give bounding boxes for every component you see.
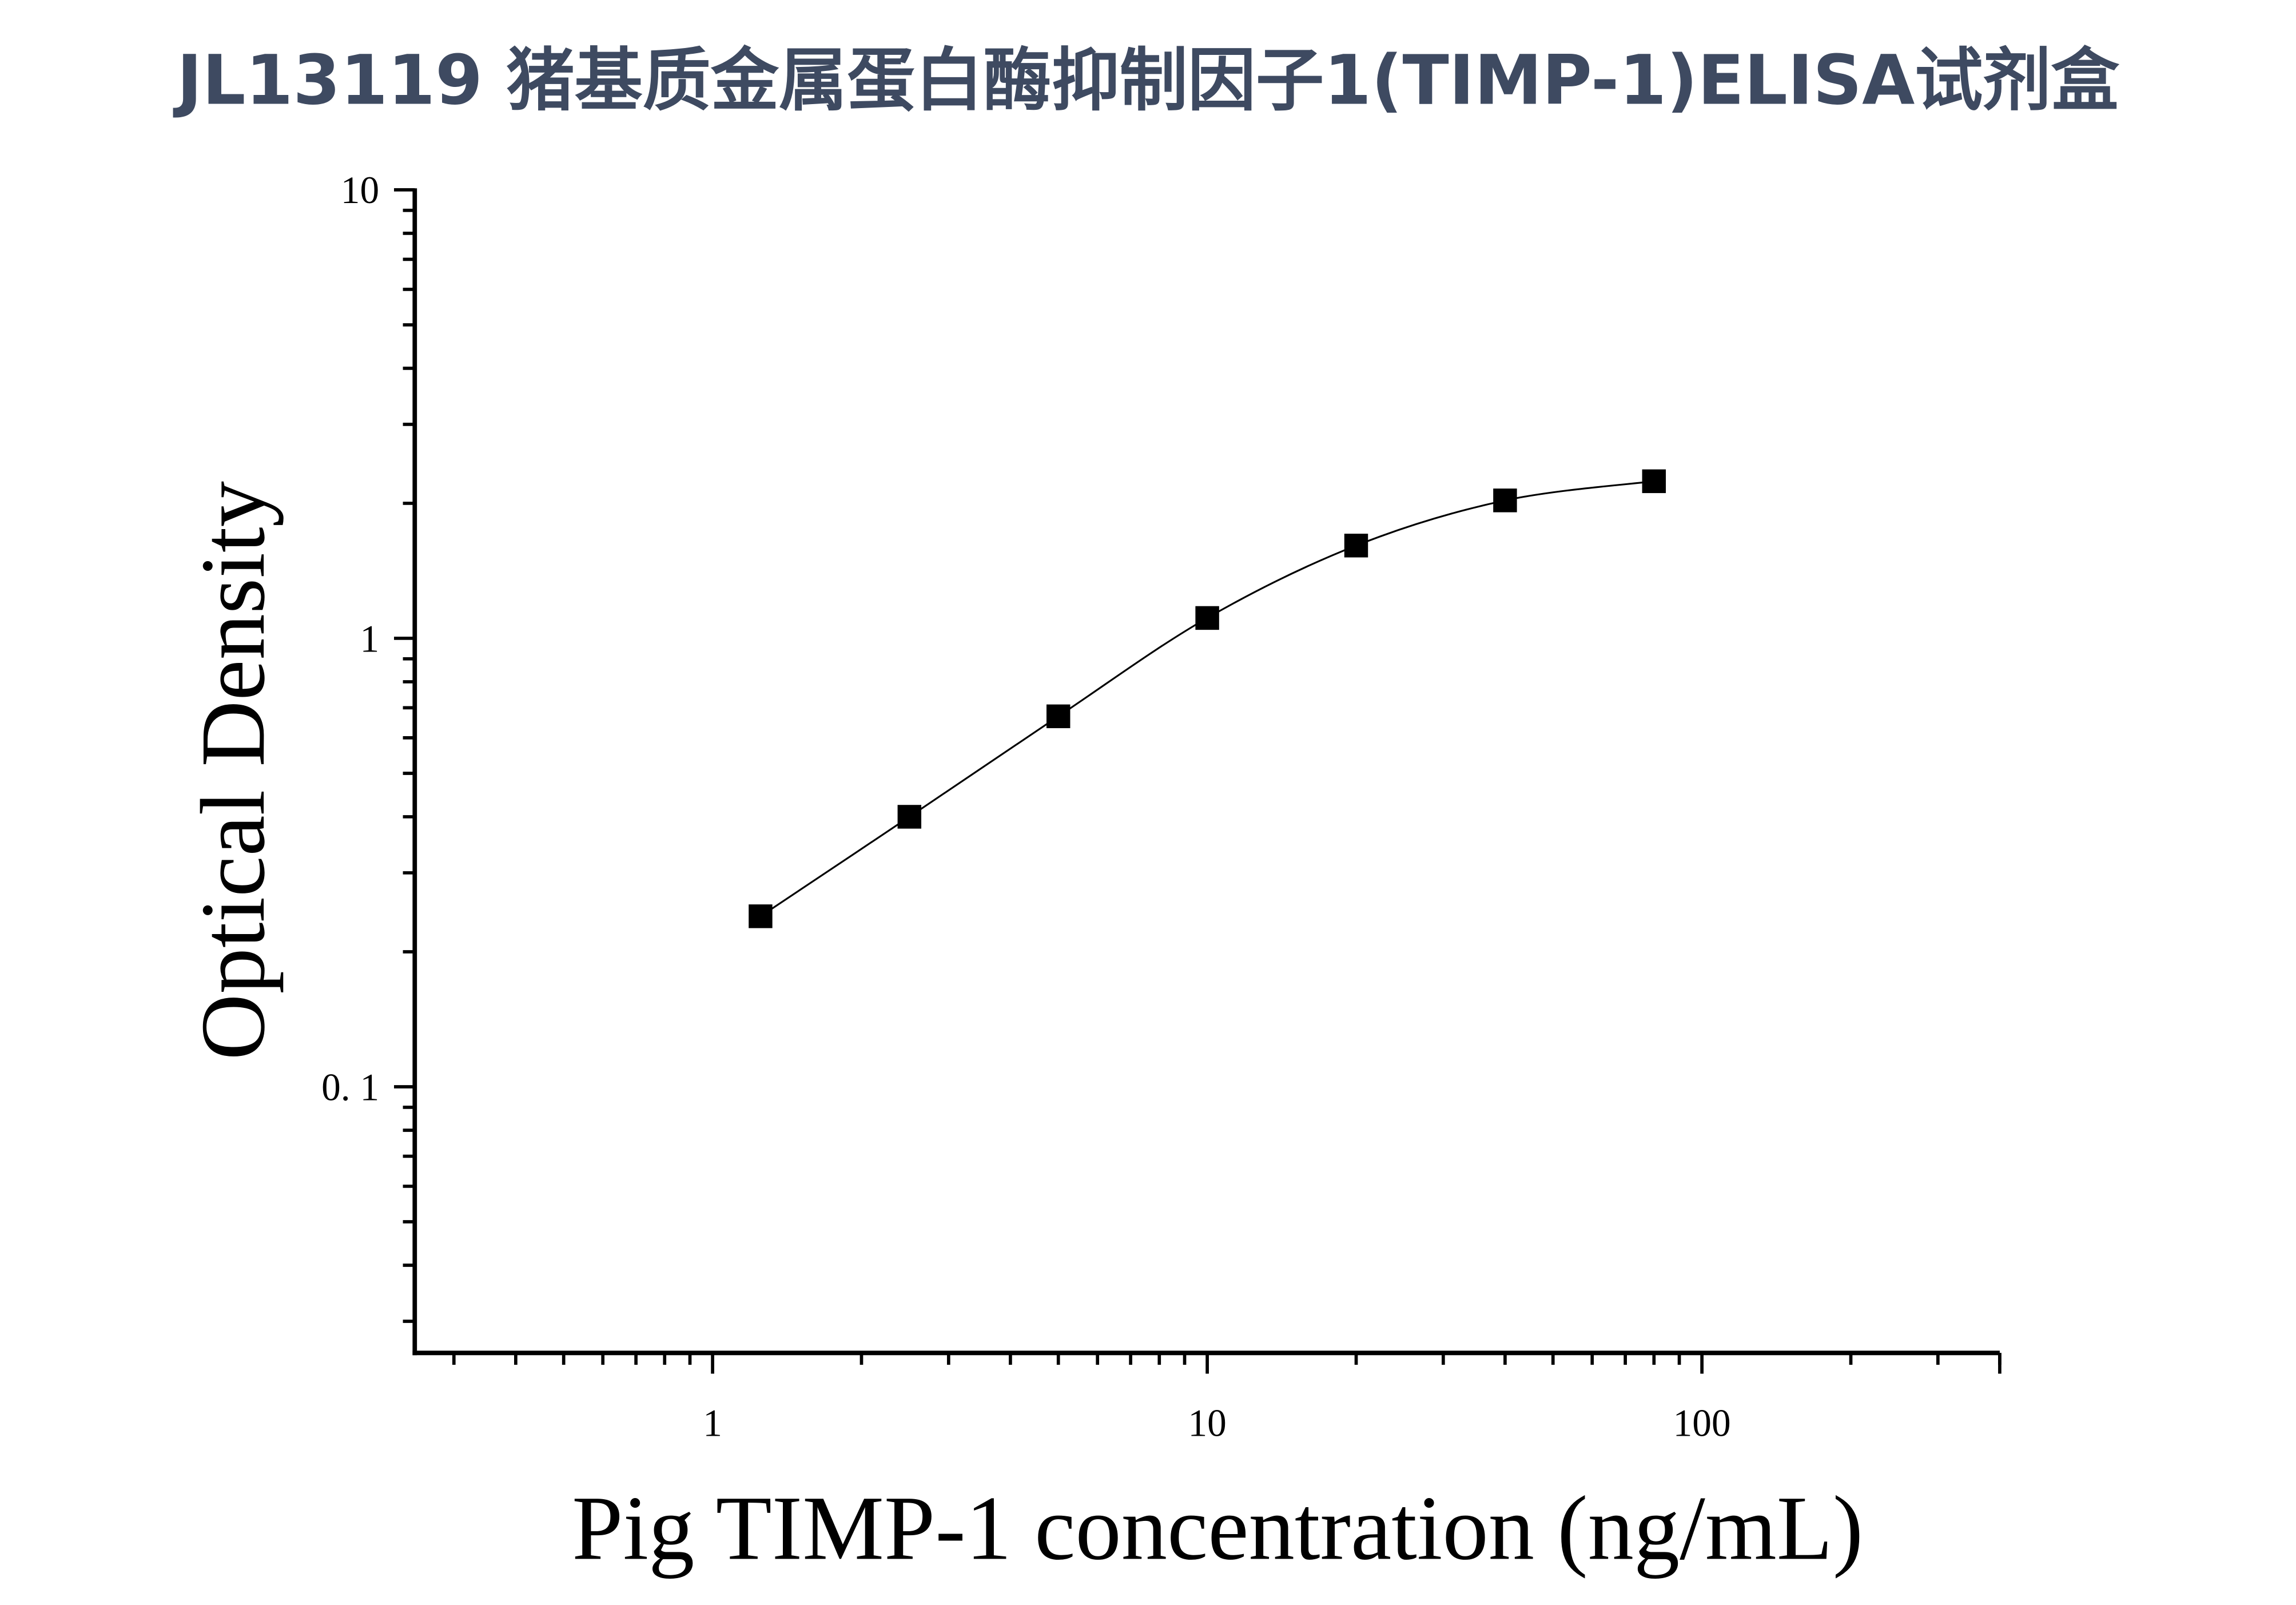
axes: 0. 1 1 10 1 10 100: [321, 169, 2001, 1444]
data-point-marker: [1344, 534, 1368, 558]
data-point-marker: [1046, 704, 1071, 729]
data-point-marker: [897, 805, 922, 829]
y-axis-label: Optical Density: [182, 481, 284, 1060]
x-tick-label: 100: [1673, 1401, 1731, 1444]
data-point-marker: [1642, 469, 1666, 494]
data-points: [749, 469, 1666, 928]
x-tick-label: 1: [703, 1401, 722, 1444]
y-tick-label: 10: [341, 169, 379, 212]
y-tick-label: 0. 1: [321, 1066, 379, 1109]
y-tick-label: 1: [360, 617, 379, 660]
data-point-marker: [1195, 606, 1219, 630]
x-axis-label: Pig TIMP-1 concentration (ng/mL): [572, 1477, 1863, 1579]
x-tick-label: 10: [1188, 1401, 1226, 1444]
data-point-marker: [749, 904, 773, 928]
fit-curve: [760, 480, 1654, 917]
data-point-marker: [1493, 488, 1517, 513]
chart-title: JL13119 猪基质金属蛋白酶抑制因子1(TIMP-1)ELISA试剂盒: [173, 41, 2119, 121]
